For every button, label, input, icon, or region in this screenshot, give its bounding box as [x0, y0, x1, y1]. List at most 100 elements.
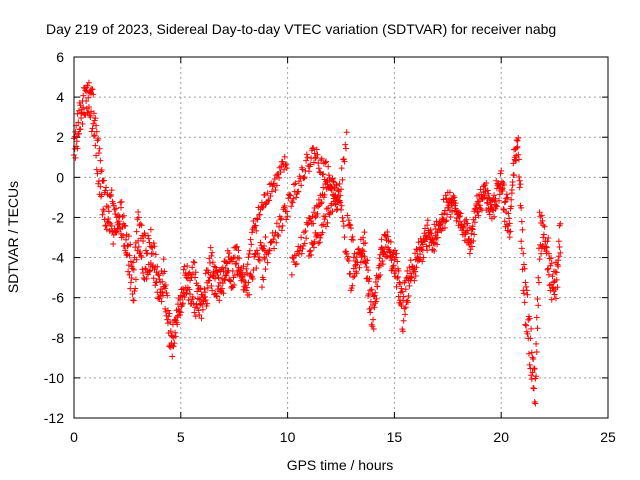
data-point: [295, 188, 302, 195]
data-point: [120, 212, 127, 219]
data-point: [339, 214, 346, 221]
data-point: [274, 231, 281, 238]
data-point: [506, 215, 513, 222]
data-point: [320, 213, 327, 220]
data-point: [236, 268, 243, 275]
data-point: [83, 88, 90, 95]
data-point: [236, 255, 243, 262]
data-point: [520, 261, 527, 268]
data-point: [379, 245, 386, 252]
data-point: [318, 157, 325, 164]
data-point: [372, 289, 379, 296]
data-point: [116, 213, 123, 220]
data-point: [246, 247, 253, 254]
data-point: [467, 239, 474, 246]
data-point: [133, 228, 140, 235]
data-point: [506, 220, 513, 227]
data-point: [130, 266, 137, 273]
data-point: [185, 297, 192, 304]
data-point: [446, 189, 453, 196]
data-point: [543, 244, 550, 251]
data-point: [318, 155, 325, 162]
data-point: [307, 161, 314, 168]
data-point: [138, 222, 145, 229]
data-point: [251, 251, 258, 258]
data-point: [179, 300, 186, 307]
data-point: [366, 275, 373, 282]
data-point: [469, 243, 476, 250]
data-point: [417, 251, 424, 258]
data-point: [411, 264, 418, 271]
data-point: [396, 299, 403, 306]
data-point: [496, 185, 503, 192]
data-point: [117, 199, 124, 206]
data-point: [103, 203, 110, 210]
data-point: [334, 206, 341, 213]
data-point: [321, 191, 328, 198]
data-point: [124, 251, 131, 258]
data-point: [127, 241, 134, 248]
data-point: [125, 268, 132, 275]
data-point: [343, 250, 350, 257]
data-point: [222, 272, 229, 279]
data-point: [374, 283, 381, 290]
data-point: [545, 235, 552, 242]
data-point: [323, 158, 330, 165]
data-point: [238, 277, 245, 284]
data-point: [308, 251, 315, 258]
data-point: [162, 305, 169, 312]
plot-area-frame: [73, 56, 609, 419]
data-point: [255, 256, 262, 263]
data-point: [181, 294, 188, 301]
data-point: [307, 247, 314, 254]
data-point: [130, 297, 137, 304]
data-point: [199, 301, 206, 308]
data-point: [158, 298, 165, 305]
data-point: [202, 293, 209, 300]
data-point: [398, 285, 405, 292]
data-point: [215, 283, 222, 290]
data-point: [428, 230, 435, 237]
data-point: [371, 292, 378, 299]
data-point: [246, 250, 253, 257]
data-point: [312, 214, 319, 221]
data-point: [424, 222, 431, 229]
data-point: [325, 205, 332, 212]
data-point: [399, 328, 406, 335]
data-point: [123, 252, 130, 259]
data-point: [420, 236, 427, 243]
data-point: [176, 308, 183, 315]
data-point: [483, 200, 490, 207]
data-point: [548, 260, 555, 267]
data-point: [349, 233, 356, 240]
data-point: [305, 168, 312, 175]
data-point: [209, 272, 216, 279]
data-point: [271, 175, 278, 182]
data-point: [481, 192, 488, 199]
data-point: [172, 333, 179, 340]
data-point: [189, 293, 196, 300]
data-point: [360, 234, 367, 241]
data-point: [380, 261, 387, 268]
data-point: [119, 214, 126, 221]
data-point: [102, 222, 109, 229]
data-point: [416, 245, 423, 252]
data-point: [75, 119, 82, 126]
data-point: [243, 265, 250, 272]
data-point: [85, 103, 92, 110]
data-point: [346, 221, 353, 228]
data-point: [322, 159, 329, 166]
data-point: [430, 239, 437, 246]
data-point: [283, 161, 290, 168]
data-point: [194, 288, 201, 295]
data-point: [513, 152, 520, 159]
data-point: [273, 239, 280, 246]
data-point: [196, 311, 203, 318]
data-point: [393, 250, 400, 257]
data-point: [359, 247, 366, 254]
data-point: [524, 291, 531, 298]
data-point: [394, 273, 401, 280]
data-point: [431, 236, 438, 243]
data-point: [135, 208, 142, 215]
data-point: [350, 265, 357, 272]
